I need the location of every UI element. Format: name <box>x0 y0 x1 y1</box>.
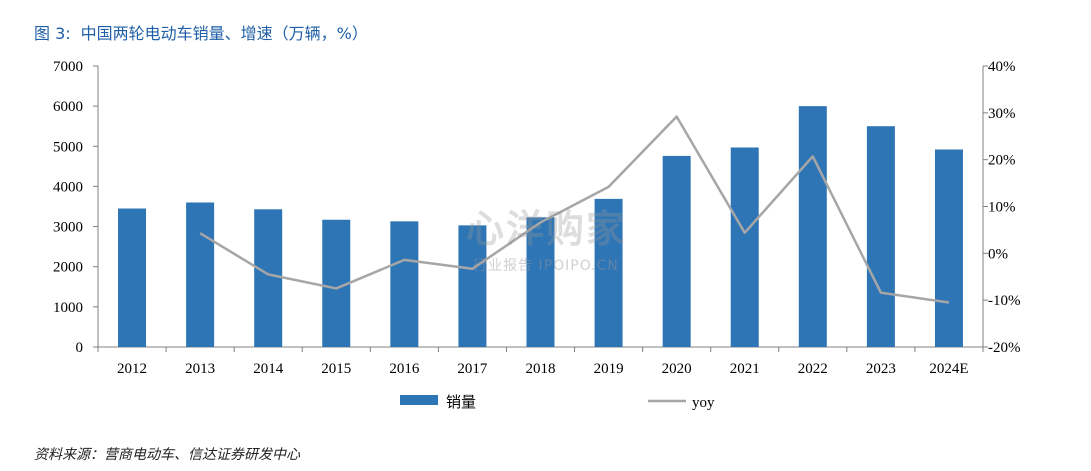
bar <box>526 217 555 347</box>
x-tick-label: 2024E <box>929 361 968 377</box>
right-tick-label: 0% <box>988 246 1008 262</box>
source-note: 资料来源：营商电动车、信达证券研发中心 <box>34 447 300 463</box>
legend-bar-swatch <box>400 395 438 405</box>
bar <box>390 221 419 347</box>
left-tick-label: 1000 <box>53 300 83 316</box>
x-tick-label: 2020 <box>662 361 692 377</box>
right-tick-label: 20% <box>988 153 1016 169</box>
left-tick-label: 6000 <box>53 99 83 115</box>
bar <box>934 149 963 347</box>
left-tick-label: 4000 <box>53 179 83 195</box>
left-tick-label: 3000 <box>53 220 83 236</box>
right-tick-label: -10% <box>988 293 1021 309</box>
chart-title: 图 3: 中国两轮电动车销量、增速（万辆，%） <box>34 20 368 44</box>
x-tick-label: 2016 <box>389 361 420 377</box>
x-tick-label: 2019 <box>594 361 624 377</box>
title-text: 中国两轮电动车销量、增速（万辆，%） <box>80 24 368 43</box>
bar <box>118 208 147 347</box>
legend-line-label: yoy <box>692 395 715 411</box>
x-tick-label: 2017 <box>457 361 488 377</box>
bar <box>458 225 487 347</box>
right-tick-label: 30% <box>988 106 1016 122</box>
x-tick-label: 2014 <box>253 361 284 377</box>
yoy-line <box>199 115 950 304</box>
legend-bar-label: 销量 <box>446 393 476 411</box>
bar <box>730 147 759 347</box>
bar <box>254 209 283 347</box>
x-tick-label: 2018 <box>526 361 556 377</box>
bar <box>866 126 895 347</box>
x-tick-label: 2015 <box>321 361 351 377</box>
bar <box>662 155 691 347</box>
x-tick-label: 2023 <box>866 361 896 377</box>
right-tick-label: -20% <box>988 340 1021 356</box>
left-tick-label: 5000 <box>53 139 83 155</box>
bar <box>798 106 827 348</box>
left-tick-label: 0 <box>76 340 84 356</box>
bar <box>186 202 215 347</box>
x-tick-label: 2021 <box>730 361 760 377</box>
x-tick-label: 2022 <box>798 361 828 377</box>
figure-number: 图 3: <box>34 24 71 43</box>
x-tick-label: 2012 <box>117 361 147 377</box>
right-tick-label: 10% <box>988 200 1016 216</box>
right-tick-label: 40% <box>988 59 1016 75</box>
left-tick-label: 2000 <box>53 260 83 276</box>
x-tick-label: 2013 <box>185 361 215 377</box>
bar <box>594 198 623 347</box>
left-tick-label: 7000 <box>53 59 83 75</box>
